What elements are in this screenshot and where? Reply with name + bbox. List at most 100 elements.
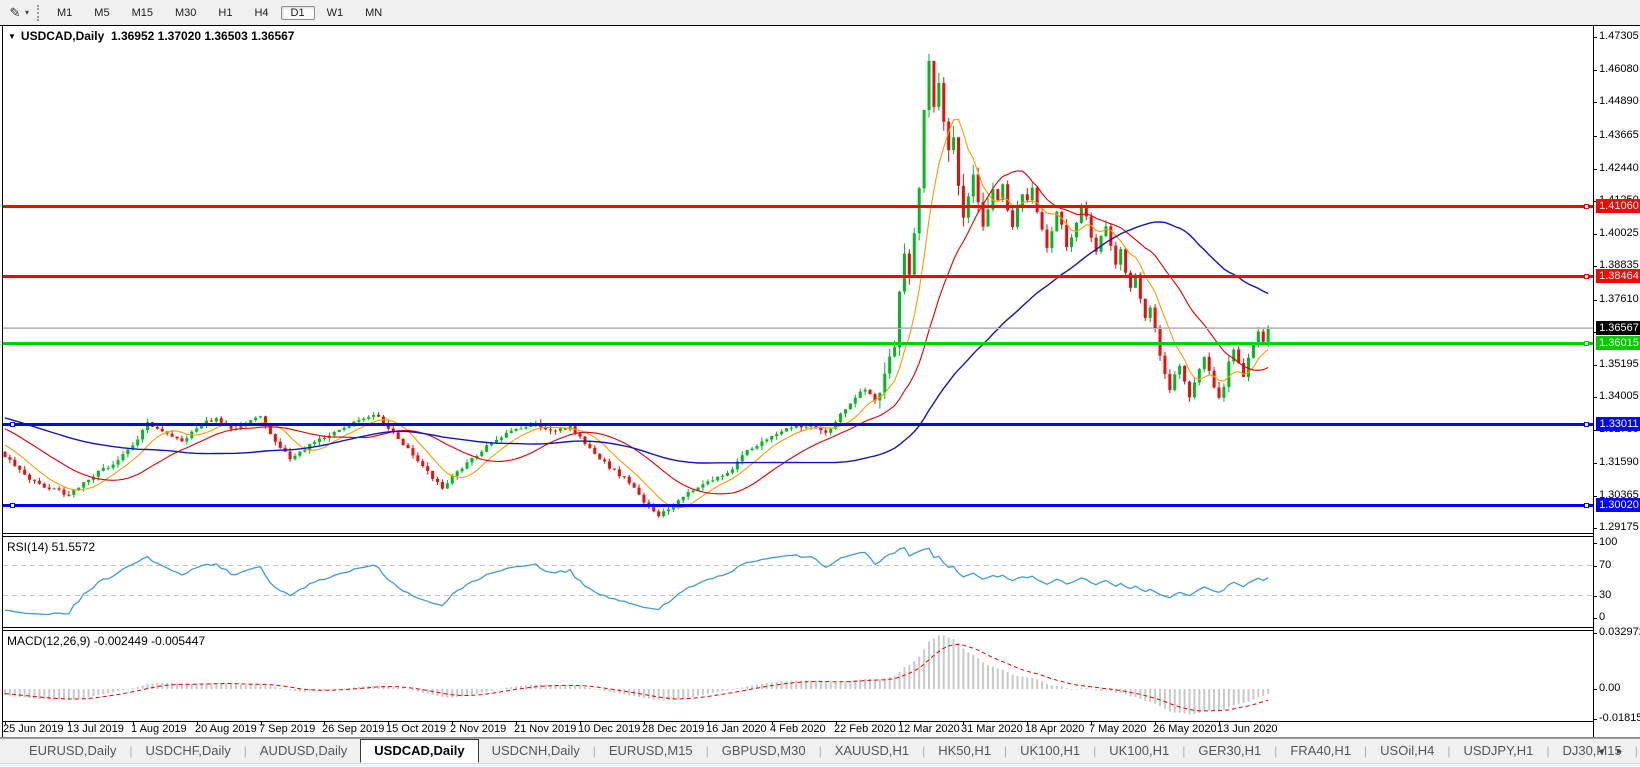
macd-panel-top-border bbox=[3, 630, 1593, 631]
chart-frame-left bbox=[2, 25, 3, 737]
line-handle[interactable] bbox=[1584, 204, 1589, 209]
tab-scroll-right-icon[interactable]: ▸ bbox=[1616, 745, 1622, 757]
rsi-panel-top-border bbox=[3, 536, 1593, 537]
line-handle[interactable] bbox=[10, 503, 15, 508]
price-tick-mark bbox=[1593, 463, 1597, 464]
chart-tab-xauusd-h1[interactable]: XAUUSD,H1 bbox=[834, 743, 910, 758]
price-level-line[interactable] bbox=[3, 423, 1593, 426]
price-tick-label: 1.42440 bbox=[1599, 162, 1639, 174]
date-label: 10 Dec 2019 bbox=[578, 723, 641, 735]
chart-tab-eurusd-m15[interactable]: EURUSD,M15 bbox=[608, 743, 693, 758]
timeframe-button-m5[interactable]: M5 bbox=[94, 6, 110, 19]
chart-tab-usdjpy-h1[interactable]: USDJPY,H1 bbox=[1463, 743, 1534, 758]
rsi-line bbox=[4, 546, 1269, 616]
price-tick-label: 1.29175 bbox=[1599, 521, 1639, 533]
rsi-indicator-chart[interactable] bbox=[3, 537, 1593, 627]
chart-tab-usdcnh-daily[interactable]: USDCNH,Daily bbox=[491, 743, 580, 758]
date-tick-mark bbox=[900, 721, 901, 725]
macd-indicator-chart[interactable] bbox=[3, 631, 1593, 721]
date-label: 13 Jun 2020 bbox=[1217, 723, 1278, 735]
macd-signal-line bbox=[4, 643, 1269, 712]
chart-tab-usoil-h4[interactable]: USOil,H4 bbox=[1380, 743, 1435, 758]
rsi-tick-label: 70 bbox=[1599, 559, 1612, 571]
date-label: 25 Jun 2019 bbox=[3, 723, 64, 735]
drawing-tool-dropdown-icon[interactable]: ▾ bbox=[25, 8, 30, 17]
main-price-chart[interactable] bbox=[3, 26, 1593, 533]
timeframe-button-mn[interactable]: MN bbox=[365, 6, 383, 19]
chart-tab-usdcad-daily[interactable]: USDCAD,Daily bbox=[360, 738, 479, 763]
price-flag: 1.36567 bbox=[1596, 321, 1640, 335]
tab-scroll-left-icon[interactable]: ◂ bbox=[1597, 745, 1603, 757]
price-flag: 1.41060 bbox=[1596, 199, 1640, 213]
timeframe-button-m15[interactable]: M15 bbox=[131, 6, 153, 19]
chart-tab-bar: EURUSD,Daily | USDCHF,Daily | AUDUSD,Daily US… bbox=[0, 738, 1640, 763]
date-label: 16 Jan 2020 bbox=[706, 723, 767, 735]
macd-tick-mark bbox=[1593, 719, 1597, 720]
chart-tab-audusd-daily[interactable]: AUDUSD,Daily bbox=[259, 743, 348, 758]
price-tick-label: 1.37610 bbox=[1599, 293, 1639, 305]
chart-tab-uk100-h1[interactable]: UK100,H1 bbox=[1020, 743, 1081, 758]
line-handle[interactable] bbox=[10, 422, 15, 427]
price-flag: 1.30020 bbox=[1596, 498, 1640, 512]
chart-tab-usdchf-daily[interactable]: USDCHF,Daily bbox=[145, 743, 231, 758]
price-level-line[interactable] bbox=[3, 205, 1593, 208]
rsi-tick-mark bbox=[1593, 618, 1597, 619]
tab-separator: | bbox=[1364, 744, 1368, 758]
chart-tab-fra40-h1[interactable]: FRA40,H1 bbox=[1290, 743, 1352, 758]
price-tick-mark bbox=[1593, 430, 1597, 431]
timeframe-button-m1[interactable]: M1 bbox=[57, 6, 73, 19]
line-handle[interactable] bbox=[1584, 274, 1589, 279]
price-tick-mark bbox=[1593, 201, 1597, 202]
date-label: 15 Oct 2019 bbox=[386, 723, 446, 735]
chart-tab-gbpusd-m30[interactable]: GBPUSD,M30 bbox=[721, 743, 806, 758]
price-tick-mark bbox=[1593, 365, 1597, 366]
tab-scroll-arrows: ◂ ▸ bbox=[1598, 739, 1622, 763]
timeframe-button-m30[interactable]: M30 bbox=[174, 6, 197, 19]
price-level-line[interactable] bbox=[3, 504, 1593, 507]
price-tick-mark bbox=[1593, 496, 1597, 497]
macd-histogram bbox=[4, 635, 1270, 715]
price-level-line[interactable] bbox=[3, 275, 1593, 278]
ma8-line bbox=[4, 118, 1269, 509]
date-tick-mark bbox=[5, 721, 6, 725]
date-tick-mark bbox=[1155, 721, 1156, 725]
collapse-triangle-icon[interactable]: ▼ bbox=[8, 32, 16, 41]
line-handle[interactable] bbox=[1584, 422, 1589, 427]
rsi-tick-mark bbox=[1593, 566, 1597, 567]
price-tick-mark bbox=[1593, 136, 1597, 137]
tab-separator: | bbox=[1182, 744, 1186, 758]
current-price-line bbox=[3, 328, 1593, 329]
chart-tab-uk100-h1[interactable]: UK100,H1 bbox=[1109, 743, 1170, 758]
tab-separator: | bbox=[592, 744, 596, 758]
price-level-line[interactable] bbox=[3, 342, 1593, 345]
chart-tabs: EURUSD,Daily | USDCHF,Daily | AUDUSD,Daily US… bbox=[16, 738, 1638, 763]
date-tick-mark bbox=[261, 721, 262, 725]
timeframe-toolbar: ✎ ▾ M1 M5 M15 M30 H1 H4 D1 W1 MN bbox=[0, 0, 1640, 25]
drawing-tool-icon[interactable]: ✎ bbox=[9, 4, 21, 20]
timeframe-button-w1[interactable]: W1 bbox=[326, 6, 344, 19]
chart-tab-ger30-h1[interactable]: GER30,H1 bbox=[1198, 743, 1262, 758]
chart-tab-eurusd-daily[interactable]: EURUSD,Daily bbox=[29, 743, 117, 758]
price-tick-mark bbox=[1593, 266, 1597, 267]
date-label: 21 Nov 2019 bbox=[514, 723, 577, 735]
line-handle[interactable] bbox=[1584, 503, 1589, 508]
tab-separator: | bbox=[1634, 744, 1638, 758]
date-tick-mark bbox=[836, 721, 837, 725]
price-flag: 1.38464 bbox=[1596, 269, 1640, 283]
chart-tab-hk50-h1[interactable]: HK50,H1 bbox=[938, 743, 991, 758]
date-label: 12 Mar 2020 bbox=[898, 723, 960, 735]
macd-panel-bottom-border bbox=[3, 721, 1593, 722]
timeframe-button-h1[interactable]: H1 bbox=[218, 6, 233, 19]
price-tick-mark bbox=[1593, 37, 1597, 38]
date-label: 18 Apr 2020 bbox=[1025, 723, 1085, 735]
tab-separator: | bbox=[818, 744, 822, 758]
timeframe-button-h4[interactable]: H4 bbox=[254, 6, 269, 19]
date-tick-mark bbox=[388, 721, 389, 725]
chart-tab-dj30-m15[interactable]: DJ30,M15 bbox=[1562, 743, 1622, 758]
line-handle[interactable] bbox=[1584, 341, 1589, 346]
date-tick-mark bbox=[69, 721, 70, 725]
timeframe-button-d1[interactable]: D1 bbox=[280, 5, 315, 20]
price-tick-label: 1.46080 bbox=[1599, 63, 1639, 75]
date-tick-mark bbox=[963, 721, 964, 725]
price-tick-mark bbox=[1593, 528, 1597, 529]
